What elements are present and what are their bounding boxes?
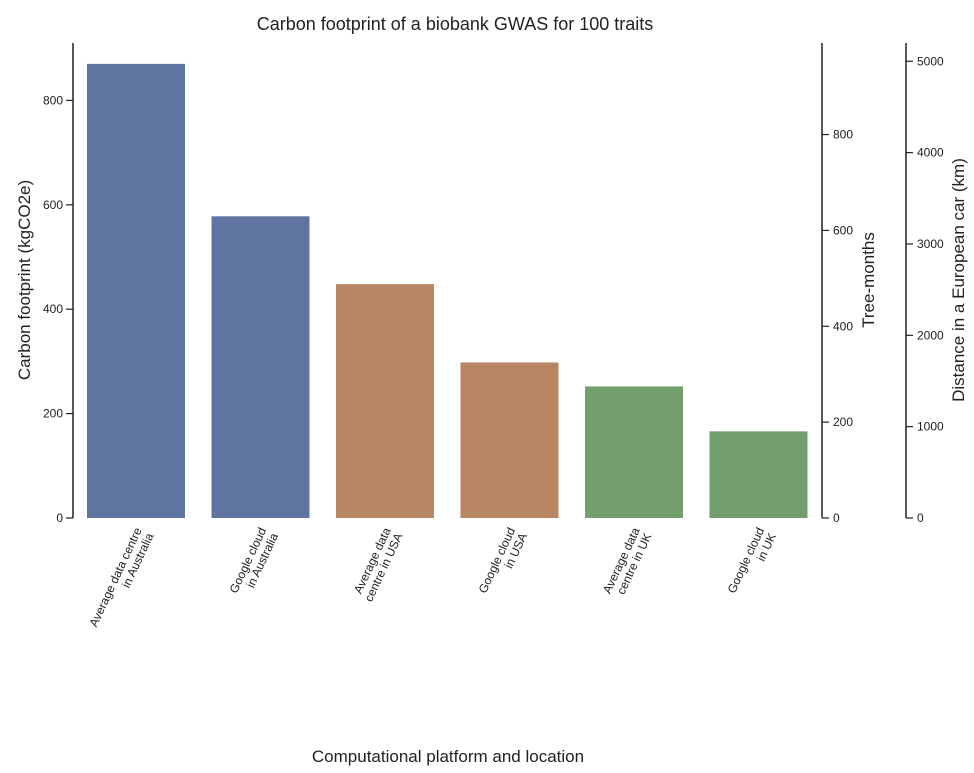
secondary-tick-label: 0 xyxy=(833,511,840,525)
bar xyxy=(336,284,434,518)
distance-axis-ticks: 0 1000 2000 3000 4000 5000 xyxy=(906,54,944,525)
y-tick-label: 0 xyxy=(56,511,63,525)
distance-axis-label: Distance in a European car (km) xyxy=(949,158,968,402)
secondary-tick-label: 400 xyxy=(833,319,853,333)
y-axis-label: Carbon footprint (kgCO2e) xyxy=(15,180,34,380)
secondary-tick-label: 5000 xyxy=(917,54,944,68)
secondary-tick-label: 4000 xyxy=(917,146,944,160)
bars-group xyxy=(87,63,808,519)
x-tick-label: Average data centrein Australia xyxy=(86,525,156,634)
secondary-tick-label: 1000 xyxy=(917,420,944,434)
x-tick-label: Google cloudin UK xyxy=(725,525,779,601)
bar xyxy=(87,63,185,518)
x-tick-label: Google cloudin Australia xyxy=(227,525,281,601)
secondary-tick-label: 600 xyxy=(833,223,853,237)
secondary-tick-label: 0 xyxy=(917,511,924,525)
bar xyxy=(460,362,559,518)
y-tick-label: 200 xyxy=(43,407,63,421)
x-tick-label: Average datacentre in UK xyxy=(600,525,655,601)
secondary-tick-label: 3000 xyxy=(917,237,944,251)
bar xyxy=(709,431,808,518)
secondary-tick-label: 2000 xyxy=(917,328,944,342)
y-tick-label: 600 xyxy=(43,198,63,212)
chart-title: Carbon footprint of a biobank GWAS for 1… xyxy=(257,14,654,34)
y-tick-label: 400 xyxy=(43,302,63,316)
y-axis-ticks: 0 200 400 600 800 xyxy=(43,93,73,525)
tree-months-axis-label: Tree-months xyxy=(859,232,878,328)
secondary-tick-label: 800 xyxy=(833,128,853,142)
secondary-tick-label: 200 xyxy=(833,415,853,429)
x-axis-label: Computational platform and location xyxy=(312,747,584,766)
y-tick-label: 800 xyxy=(43,93,63,107)
bar xyxy=(211,216,310,519)
x-tick-label: Average datacentre in USA xyxy=(350,525,406,604)
x-tick-label: Google cloudin USA xyxy=(476,525,530,601)
bar xyxy=(585,386,683,518)
x-axis-category-labels: Average data centrein Australia Google cl… xyxy=(86,525,779,634)
tree-months-axis-ticks: 0 200 400 600 800 xyxy=(822,128,853,525)
